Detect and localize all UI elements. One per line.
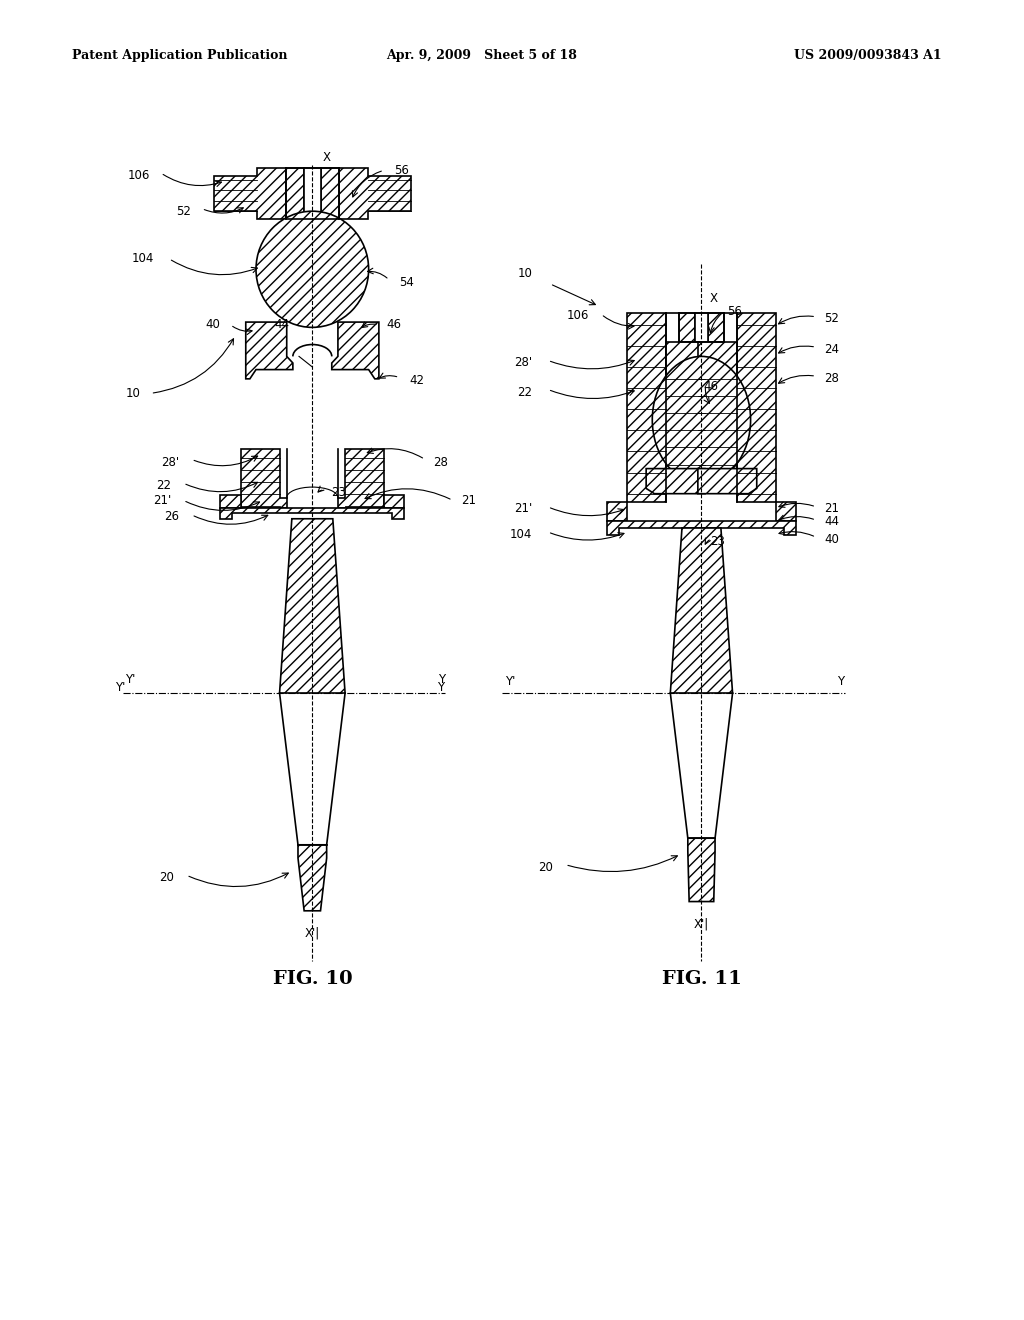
Text: 28': 28' <box>161 455 179 469</box>
Text: 20: 20 <box>538 861 553 874</box>
Polygon shape <box>708 313 724 342</box>
Text: 106: 106 <box>128 169 151 182</box>
Polygon shape <box>220 495 241 508</box>
Text: 10: 10 <box>517 267 532 280</box>
Text: 46: 46 <box>703 380 719 393</box>
Text: 21: 21 <box>824 502 840 515</box>
Text: 40: 40 <box>824 533 840 546</box>
Text: 52: 52 <box>824 312 840 325</box>
Polygon shape <box>241 449 287 508</box>
Text: 106: 106 <box>566 309 589 322</box>
Text: Patent Application Publication: Patent Application Publication <box>72 49 287 62</box>
Text: Apr. 9, 2009   Sheet 5 of 18: Apr. 9, 2009 Sheet 5 of 18 <box>386 49 577 62</box>
Text: 104: 104 <box>510 528 532 541</box>
Text: 28': 28' <box>514 356 532 370</box>
Polygon shape <box>776 502 797 521</box>
Text: 42: 42 <box>410 374 425 387</box>
Text: 54: 54 <box>399 276 415 289</box>
Text: Y': Y' <box>505 675 515 688</box>
Text: 28: 28 <box>433 455 449 469</box>
Text: 21': 21' <box>153 494 171 507</box>
Text: 44: 44 <box>274 318 290 331</box>
Text: 24: 24 <box>824 343 840 356</box>
Text: 10: 10 <box>125 387 140 400</box>
Text: 52: 52 <box>176 205 191 218</box>
Text: 56: 56 <box>727 305 742 318</box>
Polygon shape <box>679 313 695 342</box>
Polygon shape <box>698 469 757 494</box>
Polygon shape <box>220 508 404 519</box>
Text: 40: 40 <box>205 318 220 331</box>
Text: US 2009/0093843 A1: US 2009/0093843 A1 <box>795 49 942 62</box>
Text: Y: Y <box>438 673 445 686</box>
Text: 104: 104 <box>131 252 154 265</box>
Polygon shape <box>646 469 705 494</box>
Text: 26: 26 <box>164 510 179 523</box>
Polygon shape <box>338 449 384 508</box>
Text: 21': 21' <box>514 502 532 515</box>
Text: FIG. 11: FIG. 11 <box>662 970 741 989</box>
Text: FIG. 10: FIG. 10 <box>272 970 352 989</box>
Text: 21: 21 <box>461 494 476 507</box>
Ellipse shape <box>652 356 751 483</box>
Polygon shape <box>298 845 327 911</box>
Polygon shape <box>627 313 667 502</box>
Polygon shape <box>698 342 737 469</box>
Text: 22: 22 <box>156 479 171 492</box>
Polygon shape <box>667 342 705 469</box>
Polygon shape <box>384 495 404 508</box>
Polygon shape <box>332 322 379 379</box>
Text: X'|: X'| <box>694 917 709 931</box>
Bar <box>286 168 304 219</box>
Text: 46: 46 <box>386 318 401 331</box>
Polygon shape <box>214 168 286 219</box>
Polygon shape <box>606 521 797 535</box>
Ellipse shape <box>256 211 369 327</box>
Polygon shape <box>339 168 411 219</box>
Text: 23: 23 <box>710 535 725 548</box>
Polygon shape <box>671 528 732 693</box>
Polygon shape <box>280 519 345 693</box>
Text: X: X <box>323 150 331 164</box>
Text: 22: 22 <box>517 385 532 399</box>
Bar <box>304 168 321 219</box>
Text: Y': Y' <box>115 681 125 694</box>
Text: 44: 44 <box>824 515 840 528</box>
Text: X'|: X'| <box>305 927 319 940</box>
Polygon shape <box>606 502 627 521</box>
Bar <box>695 313 708 342</box>
Text: Y: Y <box>437 681 444 694</box>
Polygon shape <box>737 313 776 502</box>
Text: 20: 20 <box>159 871 174 884</box>
Polygon shape <box>246 322 293 379</box>
Bar <box>321 168 339 219</box>
Text: 23: 23 <box>331 486 346 499</box>
Polygon shape <box>688 838 715 902</box>
Text: Y': Y' <box>125 673 135 686</box>
Text: Y: Y <box>837 675 844 688</box>
Text: X: X <box>710 292 718 305</box>
Text: 56: 56 <box>394 164 410 177</box>
Text: 28: 28 <box>824 372 840 385</box>
